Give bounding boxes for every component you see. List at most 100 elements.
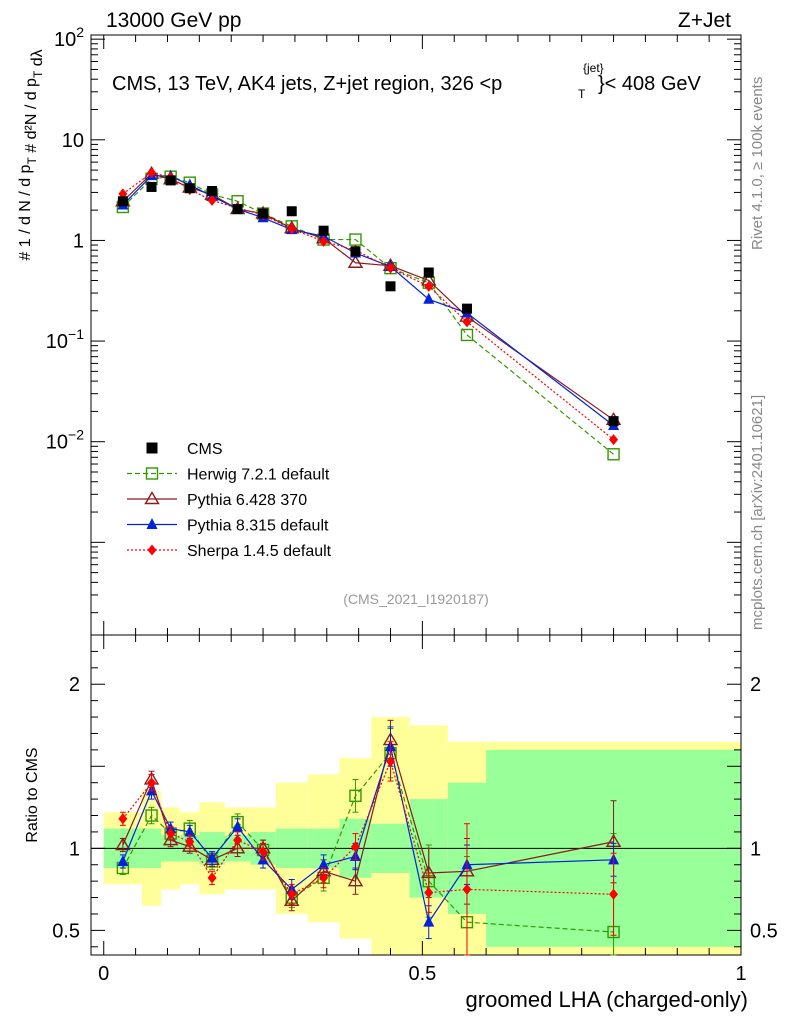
main-point [424,280,434,292]
cms-point [146,181,157,192]
legend-marker-3 [146,518,158,529]
cms-point [207,185,218,196]
legend-label-1: Herwig 7.2.1 default [187,467,330,484]
header-process: Z+Jet [678,9,731,32]
cms-point [117,196,128,207]
ratio-uncertainty-bands [103,717,741,955]
title-superscript: {jet} [583,61,604,75]
title-subscript: T [578,87,586,101]
ratio-plot-frame [90,634,742,956]
cms-point [350,246,361,257]
main-point [460,328,474,342]
ratio-point [287,888,297,900]
ratio-point [117,854,129,866]
main-line-3 [122,172,614,441]
main-line-2 [122,175,614,426]
ratio-ylabel: Ratio to CMS [24,747,41,842]
y-tick-label: 10 [62,130,84,152]
cms-point [385,281,396,292]
ratio-series [115,719,622,956]
ratio-point [206,851,218,863]
ratio-point [319,872,329,884]
y-tick-label: 102 [54,24,84,51]
x-axis-label: groomed LHA (charged-only) [466,987,748,1012]
ratio-point [162,832,179,846]
mcplots-label: mcplots.cern.ch [arXiv:2401.10621] [749,395,766,630]
main-line-1 [122,173,614,421]
ratio-tick-label-left: 2 [69,674,80,696]
legend-marker-1 [145,467,159,480]
legend-marker-2 [144,491,160,505]
legend-marker-4 [147,544,157,556]
ratio-point [609,888,619,900]
ratio-point [232,820,244,832]
main-point [319,235,329,247]
ratio-point [166,828,176,840]
main-point [287,223,297,235]
title-tail: }< 408 GeV [598,73,702,95]
ratio-tick-label-right: 2 [750,674,761,696]
main-point [147,167,157,179]
ratio-tick-label-right: 0.5 [750,920,778,942]
main-point [207,194,217,206]
legend-label-3: Pythia 8.315 default [187,518,329,535]
main-point [607,448,620,461]
ratio-point [182,838,198,852]
legend-label-2: Pythia 6.428 370 [187,492,307,509]
title-main: CMS, 13 TeV, AK4 jets, Z+jet region, 326… [112,73,502,95]
ratio-point [258,846,268,858]
ratio-point [423,915,435,927]
ratio-tick-label-left: 1 [69,838,80,860]
main-line-0 [122,176,614,455]
cms-point [318,225,329,236]
ratio-point [424,887,434,899]
legend-label-0: CMS [187,441,223,458]
ratio-point [184,825,196,837]
rivet-label: Rivet 4.1.0, ≥ 100k events [749,77,766,250]
ratio-tick-label-right: 1 [750,838,761,860]
ratio-point [347,873,364,887]
ratio-point [318,858,330,870]
ratio-tick-label-left: 0.5 [52,920,80,942]
ratio-point [145,809,158,822]
main-series [115,165,622,461]
legend: CMS Herwig 7.2.1 default Pythia 6.428 370 P… [127,441,332,560]
ratio-point [147,777,157,789]
cms-point [461,303,472,314]
ratio-point [185,836,195,848]
ratio-point [229,840,246,854]
header-energy: 13000 GeV pp [106,9,241,32]
main-point [423,292,435,304]
cms-point [184,183,195,194]
y-tick-label: 10−2 [46,427,84,454]
cms-point [286,206,297,217]
legend-label-4: Sherpa 1.4.5 default [187,543,332,560]
cms-point [232,204,243,215]
main-ylabel: # 1 / d N / d pT # d²N / d pT dλ [17,49,46,260]
ratio-point [386,755,396,767]
x-tick-label: 1 [735,963,746,985]
cms-point [608,416,619,427]
y-tick-label: 10−1 [46,326,84,353]
main-point [462,316,472,328]
legend-marker-0 [146,442,158,454]
plot-title: CMS, 13 TeV, AK4 jets, Z+jet region, 326… [112,61,702,101]
ratio-point [349,789,362,803]
ratio-point [207,872,217,884]
ratio-point [233,834,243,846]
analysis-watermark: (CMS_2021_I1920187) [343,591,489,607]
cms-point [423,267,434,278]
ratio-point [118,813,128,825]
ratio-point [350,841,360,853]
x-tick-label: 0.5 [408,963,436,985]
cms-point [165,175,176,186]
ratio-point [284,892,300,907]
cms-point [258,208,269,219]
ratio-point [462,883,472,895]
main-point [386,262,396,274]
main-point [347,254,364,268]
ratio-point [115,837,131,851]
main-ylabel-text: # 1 / d N / d pT # d²N / d pT dλ [17,49,46,260]
